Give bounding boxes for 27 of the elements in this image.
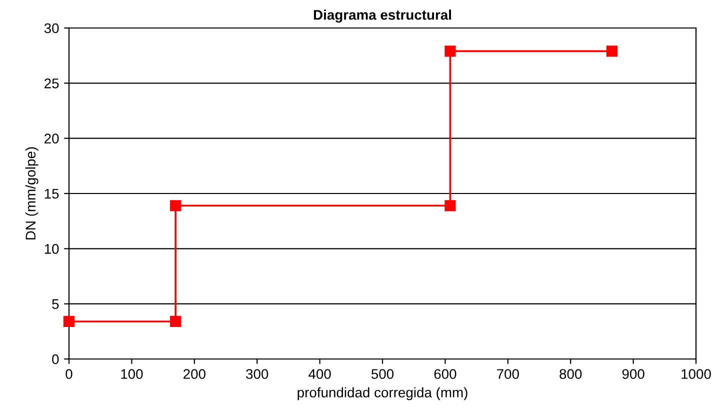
y-tick-label: 30 [44,23,59,34]
x-tick-label: 100 [121,369,143,379]
x-tick-label: 700 [497,369,519,379]
point [606,46,618,57]
x-tick-label: 500 [371,369,394,379]
x-tick-label: 300 [246,369,268,379]
y-tick-label: 5 [52,299,59,310]
x-tick-label: 600 [434,369,456,379]
point [63,316,75,328]
point [170,200,182,212]
x-axis-title: profundidad corregida (mm) [298,387,468,400]
x-tick-label: 1000 [682,369,711,379]
y-tick-label: 20 [44,134,59,144]
x-tick-label: 0 [66,369,72,379]
x-tick-label: 900 [622,369,644,379]
y-axis-title: DN (mm/golpe) [25,147,38,240]
y-tick-label: 0 [52,354,59,364]
y-tick-label: 25 [44,78,59,88]
point [444,46,456,57]
x-tick-label: 200 [184,369,206,379]
y-tick-label: 10 [44,244,59,254]
x-tick-label: 800 [560,369,582,379]
chart-title: Diagrama estructural [314,10,451,23]
x-tick-label: 400 [308,369,331,379]
point [444,200,456,212]
point [170,316,182,328]
y-tick-label: 15 [44,188,59,199]
